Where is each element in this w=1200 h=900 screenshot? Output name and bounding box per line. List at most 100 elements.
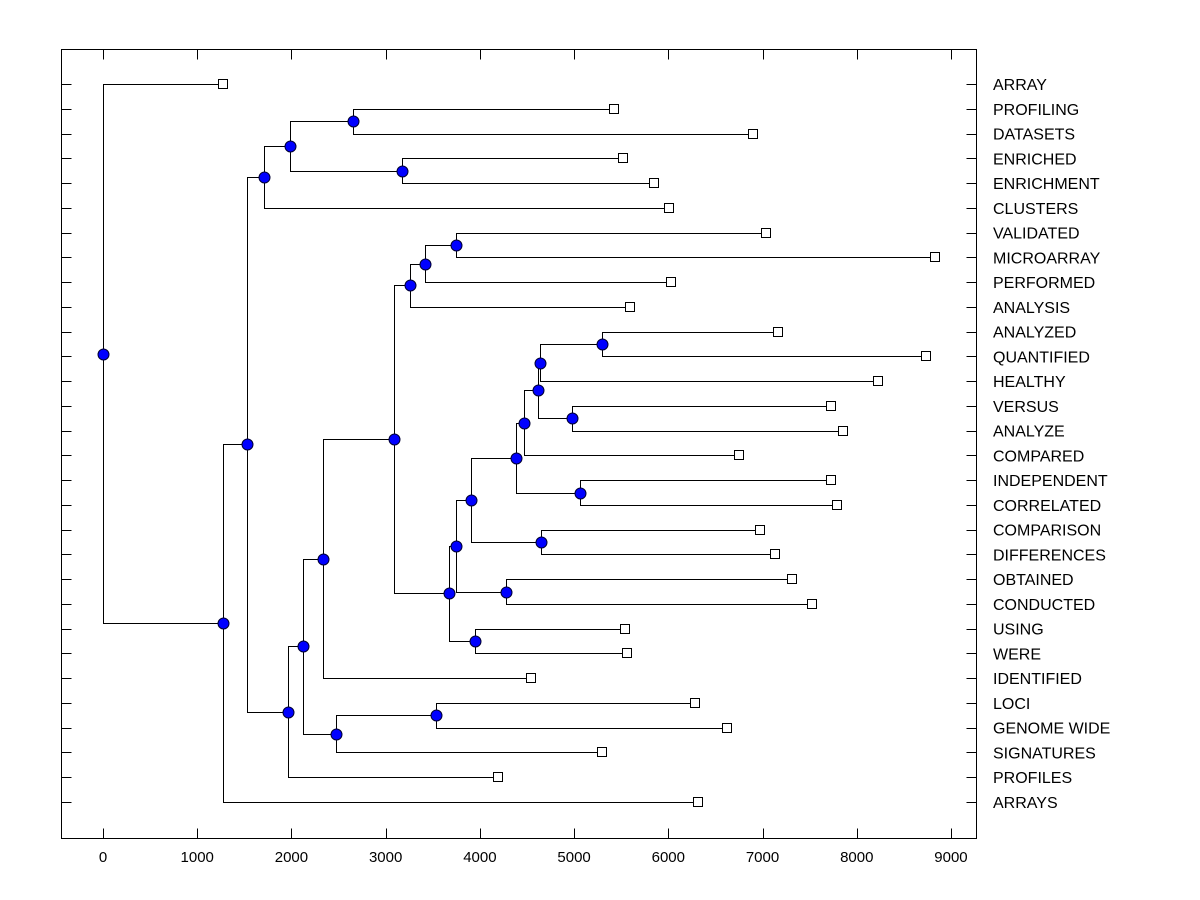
leaf-marker	[620, 624, 630, 634]
node-marker	[317, 553, 330, 566]
branch-Lc-L26	[436, 715, 727, 729]
x-tick-label: 6000	[652, 849, 685, 866]
leaf-marker	[649, 178, 659, 188]
leaf-marker	[755, 525, 765, 535]
node-marker	[500, 586, 513, 599]
leaf-label: COMPARED	[993, 448, 1084, 465]
leaf-marker	[930, 252, 940, 262]
leaf-marker	[826, 401, 836, 411]
node-marker	[330, 728, 343, 741]
leaf-label: DIFFERENCES	[993, 547, 1106, 564]
node-marker	[97, 348, 110, 361]
node-marker	[532, 384, 545, 397]
leaf-label: VALIDATED	[993, 226, 1080, 243]
node-marker	[217, 617, 230, 630]
x-tick-label: 3000	[369, 849, 402, 866]
branch-M-L9	[410, 285, 630, 308]
node-marker	[347, 115, 360, 128]
node-marker	[404, 279, 417, 292]
x-tick-label: 1000	[181, 849, 214, 866]
branch-I-K	[323, 439, 394, 560]
branch-X-L17	[580, 493, 837, 506]
node-marker	[596, 338, 609, 351]
branch-C-L5	[264, 177, 669, 209]
node-marker	[443, 587, 456, 600]
branch-O-L8	[425, 264, 671, 283]
leaf-marker	[734, 450, 744, 460]
branch-E-G	[290, 146, 402, 172]
leaf-label: ENRICHMENT	[993, 176, 1100, 193]
leaf-marker	[597, 747, 607, 757]
leaf-label: INDEPENDENT	[993, 473, 1108, 490]
branch-P-L7	[456, 245, 935, 258]
leaf-marker	[625, 302, 635, 312]
leaf-label: ANALYSIS	[993, 300, 1070, 317]
branch-X-L16	[580, 480, 831, 494]
node-marker	[574, 487, 587, 500]
leaf-marker	[693, 797, 703, 807]
leaf-label: WERE	[993, 646, 1041, 663]
node-marker	[388, 433, 401, 446]
x-tick-label: 8000	[840, 849, 873, 866]
leaf-label: QUANTIFIED	[993, 349, 1090, 366]
node-marker	[419, 258, 432, 271]
leaf-marker	[770, 549, 780, 559]
leaf-label: VERSUS	[993, 399, 1059, 416]
axis-ticks	[61, 49, 977, 839]
leaf-label: DATASETS	[993, 127, 1075, 144]
leaf-marker	[690, 698, 700, 708]
leaf-label: ANALYZE	[993, 424, 1065, 441]
leaf-marker	[921, 351, 931, 361]
leaf-marker	[761, 228, 771, 238]
leaf-label: LOCI	[993, 696, 1030, 713]
branch-N-Q	[449, 546, 456, 594]
branch-AB-L11	[602, 344, 926, 357]
branch-Q-T	[456, 546, 506, 593]
plot-frame	[61, 49, 977, 839]
branch-T-L20	[506, 579, 792, 593]
branch-AB-L10	[602, 332, 778, 345]
leaf-label: USING	[993, 622, 1044, 639]
branch-root-A	[103, 354, 223, 624]
node-marker	[241, 438, 254, 451]
leaf-marker	[493, 772, 503, 782]
leaf-label: IDENTIFIED	[993, 671, 1082, 688]
leaf-label: CORRELATED	[993, 498, 1101, 515]
branch-K-M	[394, 285, 410, 440]
branch-B-C	[247, 177, 264, 445]
leaf-marker	[622, 648, 632, 658]
branch-Q-S	[456, 500, 471, 547]
node-marker	[282, 706, 295, 719]
branch-C-E	[264, 146, 290, 178]
leaf-label: PERFORMED	[993, 275, 1095, 292]
leaf-marker	[826, 475, 836, 485]
leaf-label: HEALTHY	[993, 374, 1066, 391]
branch-H-J	[303, 646, 336, 735]
branch-J-Lc	[336, 715, 436, 735]
node-marker	[297, 640, 310, 653]
node-marker	[534, 357, 547, 370]
branches	[103, 84, 935, 803]
branch-O-P	[425, 245, 456, 265]
branch-G-L4	[402, 171, 654, 184]
branch-A-B	[223, 444, 247, 624]
node-marker	[535, 536, 548, 549]
leaf-label: ARRAY	[993, 77, 1047, 94]
branch-J-L27	[336, 734, 602, 753]
branch-D-H	[288, 646, 303, 713]
x-tick-label: 2000	[275, 849, 308, 866]
branch-U-X	[516, 458, 580, 494]
node-marker	[396, 165, 409, 178]
x-axis-tick-labels: 0 1000 2000 3000 4000 5000 6000 7000 8000 9000	[99, 849, 968, 866]
branch-Y-AA	[538, 390, 572, 419]
branch-A-L29	[223, 623, 698, 803]
leaf-marker	[722, 723, 732, 733]
leaf-marker	[773, 327, 783, 337]
leaf-label: PROFILING	[993, 102, 1079, 119]
leaf-marker	[832, 500, 842, 510]
leaf-marker	[618, 153, 628, 163]
x-tick-label: 5000	[557, 849, 590, 866]
branch-Lc-L25	[436, 703, 695, 716]
leaf-label: CONDUCTED	[993, 597, 1095, 614]
